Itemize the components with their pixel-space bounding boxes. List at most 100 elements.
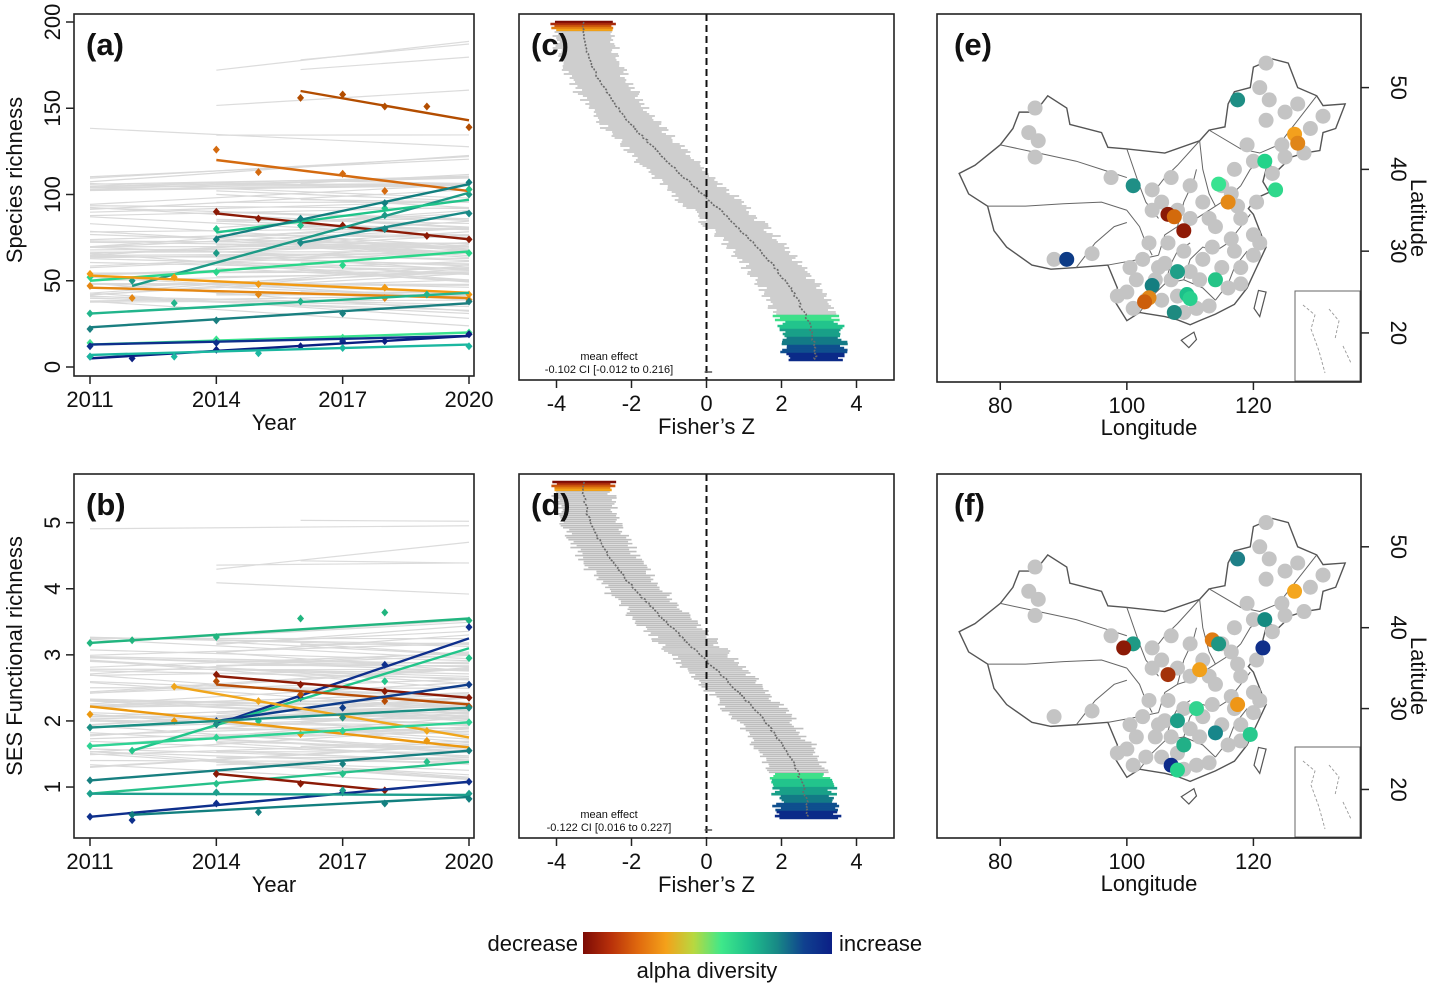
site-marker xyxy=(1211,636,1227,652)
background-trend-line xyxy=(89,692,470,706)
site-marker-unchanged xyxy=(1258,55,1274,71)
data-point xyxy=(297,690,305,699)
panels: 2011 2014 2017 2020050100150200YearSpecies … xyxy=(2,4,1431,897)
background-trend-line xyxy=(89,300,470,327)
panel-d: -4 -2 0 2 4 Fisher’s Z (d) mean effect-0.122 CI… xyxy=(518,473,895,897)
x-tick-label: 0 xyxy=(700,391,712,416)
site-marker-unchanged xyxy=(1128,729,1144,745)
panel-e: 80 100 120 20 30 40 50 Longitude Latitude (e) xyxy=(936,13,1431,440)
data-point xyxy=(423,736,431,745)
data-point xyxy=(297,779,305,788)
data-point xyxy=(465,330,473,339)
trend-line-site-8 xyxy=(89,705,470,749)
data-point xyxy=(339,703,347,712)
data-point xyxy=(381,660,389,669)
x-axis-title: Year xyxy=(252,410,296,435)
background-trend-line xyxy=(89,271,470,274)
x-tick-label: 80 xyxy=(988,393,1012,418)
site-marker-unchanged xyxy=(1223,231,1239,247)
x-tick-label: -4 xyxy=(547,849,567,874)
site-marker-unchanged xyxy=(1144,182,1160,198)
y-tick-label: 0 xyxy=(40,361,65,373)
data-point xyxy=(381,211,389,220)
site-marker-unchanged xyxy=(1154,292,1170,308)
data-point xyxy=(254,697,262,706)
taiwan-island xyxy=(1253,289,1267,318)
data-point xyxy=(86,789,94,798)
site-marker-unchanged xyxy=(1258,571,1274,587)
site-marker-unchanged xyxy=(1223,644,1239,660)
background-trend-line xyxy=(89,233,470,248)
site-marker-unchanged xyxy=(1277,608,1293,624)
site-marker-unchanged xyxy=(1226,620,1242,636)
data-point xyxy=(170,299,178,308)
background-trend-line xyxy=(89,258,470,270)
data-point xyxy=(465,342,473,351)
background-trend-line xyxy=(89,231,470,256)
panel-label: (b) xyxy=(86,487,126,522)
panel-label: (d) xyxy=(531,487,571,522)
data-point xyxy=(86,812,94,821)
mean-effect-title: mean effect xyxy=(580,351,637,363)
site-marker-unchanged xyxy=(1245,705,1261,721)
mean-effect-title: mean effect xyxy=(580,809,637,821)
background-trend-line xyxy=(89,681,470,710)
site-marker-unchanged xyxy=(1138,749,1154,765)
data-point xyxy=(212,670,220,679)
site-marker-unchanged xyxy=(1109,745,1125,761)
trend-line-site-14 xyxy=(89,780,470,818)
site-marker-unchanged xyxy=(1233,276,1249,292)
site-marker-unchanged xyxy=(1027,559,1043,575)
site-marker-unchanged xyxy=(1163,628,1179,644)
background-trend-line xyxy=(300,560,470,564)
data-point xyxy=(381,677,389,686)
background-trend-line xyxy=(216,209,470,229)
background-trend-line xyxy=(89,759,470,763)
site-marker-unchanged xyxy=(1157,255,1173,271)
data-point xyxy=(465,190,473,199)
site-marker-unchanged xyxy=(1290,555,1306,571)
site-marker xyxy=(1169,762,1185,778)
x-tick-label: 100 xyxy=(1108,393,1145,418)
trend-line-site-7 xyxy=(216,182,470,239)
trend-line-site-11 xyxy=(89,291,470,315)
panel-label: (e) xyxy=(954,27,992,62)
site-marker-unchanged xyxy=(1103,628,1119,644)
data-point xyxy=(212,268,220,277)
data-point xyxy=(86,723,94,732)
background-trend-line xyxy=(89,715,470,729)
site-marker-unchanged xyxy=(1220,280,1236,296)
y-axis-title: Latitude xyxy=(1406,637,1431,715)
y-tick-label: 50 xyxy=(40,269,65,293)
x-tick-label: 2020 xyxy=(445,387,494,412)
data-point xyxy=(381,337,389,346)
data-point xyxy=(212,316,220,325)
trend-line-site-15 xyxy=(89,792,470,797)
background-trend-line xyxy=(216,668,470,675)
data-point xyxy=(212,720,220,729)
data-point xyxy=(465,746,473,755)
trend-line-site-4 xyxy=(216,674,470,700)
y-tick-label: 1 xyxy=(40,781,65,793)
site-marker-unchanged xyxy=(1144,660,1160,676)
site-marker-unchanged xyxy=(1163,729,1179,745)
site-marker xyxy=(1211,176,1227,192)
data-point xyxy=(423,726,431,735)
trend-line-site-16 xyxy=(132,795,470,816)
data-point xyxy=(465,185,473,194)
site-marker-unchanged xyxy=(1233,260,1249,276)
province-boundary xyxy=(1215,708,1248,758)
trend-line-site-12 xyxy=(89,760,470,795)
panel-label: (f) xyxy=(954,487,985,522)
data-point xyxy=(128,294,136,302)
data-point xyxy=(86,325,94,334)
inset-dash-line xyxy=(1302,760,1352,830)
site-marker-unchanged xyxy=(1277,104,1293,120)
site-marker-unchanged xyxy=(1226,161,1242,177)
data-point xyxy=(86,638,94,647)
x-tick-label: 2 xyxy=(775,849,787,874)
trend-line-site-6 xyxy=(216,683,470,723)
site-marker xyxy=(1257,612,1273,628)
data-point xyxy=(297,297,305,306)
data-point xyxy=(297,238,305,247)
